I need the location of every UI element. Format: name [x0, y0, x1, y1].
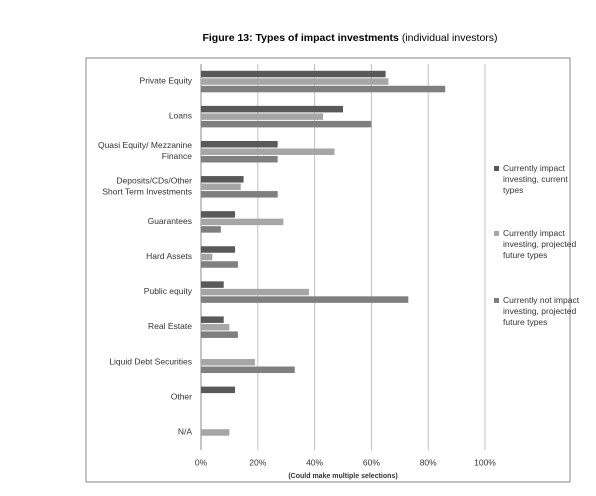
bar [201, 113, 324, 120]
x-tick-label: 20% [249, 457, 266, 467]
y-tick-label: Guarantees [148, 216, 192, 226]
legend-swatch [494, 231, 499, 236]
x-tick-label: 100% [474, 457, 496, 467]
legend-label: Currently not impact investing, projected… [503, 295, 580, 327]
bar [201, 140, 278, 148]
bar [201, 288, 309, 296]
chart-frame [85, 57, 571, 483]
y-tick-label: Deposits/CDs/Other Short Term Investments [102, 176, 192, 197]
bar [201, 296, 409, 303]
bar [201, 148, 335, 155]
bar [201, 70, 386, 78]
bar [201, 85, 446, 93]
chart-title-line: Figure 13: Types of impact investments (… [202, 32, 497, 44]
y-tick-label: N/A [178, 427, 193, 437]
bar [201, 386, 236, 394]
x-tick-label: 0% [195, 457, 208, 467]
legend-swatch [494, 298, 499, 303]
bar [201, 191, 278, 198]
bar [201, 176, 244, 183]
bar [201, 226, 221, 233]
legend-label: Currently impact investing, current types [503, 163, 568, 195]
y-tick-label: Loans [169, 111, 192, 121]
bar [201, 218, 284, 226]
bar [201, 366, 295, 374]
y-tick-label: Public equity [144, 286, 193, 296]
bar [201, 105, 343, 113]
bar [201, 429, 230, 436]
bar [201, 359, 255, 366]
chart-subtitle: (individual investors) [402, 32, 498, 44]
bar [201, 155, 278, 163]
chart-title: Figure 13: Types of impact investments [202, 32, 399, 44]
y-tick-label: Private Equity [140, 76, 193, 86]
y-tick-label: Liquid Debt Securities [109, 357, 192, 367]
x-axis-label: (Could make multiple selections) [288, 473, 397, 480]
bar [201, 281, 224, 288]
bar [201, 211, 236, 218]
bar [201, 261, 238, 268]
x-tick-label: 40% [306, 457, 323, 467]
bar [201, 323, 230, 331]
bar [201, 183, 241, 191]
bar [201, 246, 236, 253]
y-tick-label: Real Estate [148, 321, 192, 331]
bar [201, 253, 213, 261]
y-tick-label: Other [171, 392, 192, 402]
bar [201, 331, 238, 338]
x-tick-label: 60% [363, 457, 380, 467]
bar [201, 316, 224, 323]
y-tick-label: Hard Assets [146, 251, 192, 261]
legend-swatch [494, 166, 499, 171]
x-tick-label: 80% [420, 457, 437, 467]
bar [201, 120, 372, 128]
legend-label: Currently impact investing, projected futu… [503, 228, 577, 260]
bar [201, 78, 389, 85]
y-tick-label: Quasi Equity/ Mezzanine Finance [98, 140, 192, 161]
